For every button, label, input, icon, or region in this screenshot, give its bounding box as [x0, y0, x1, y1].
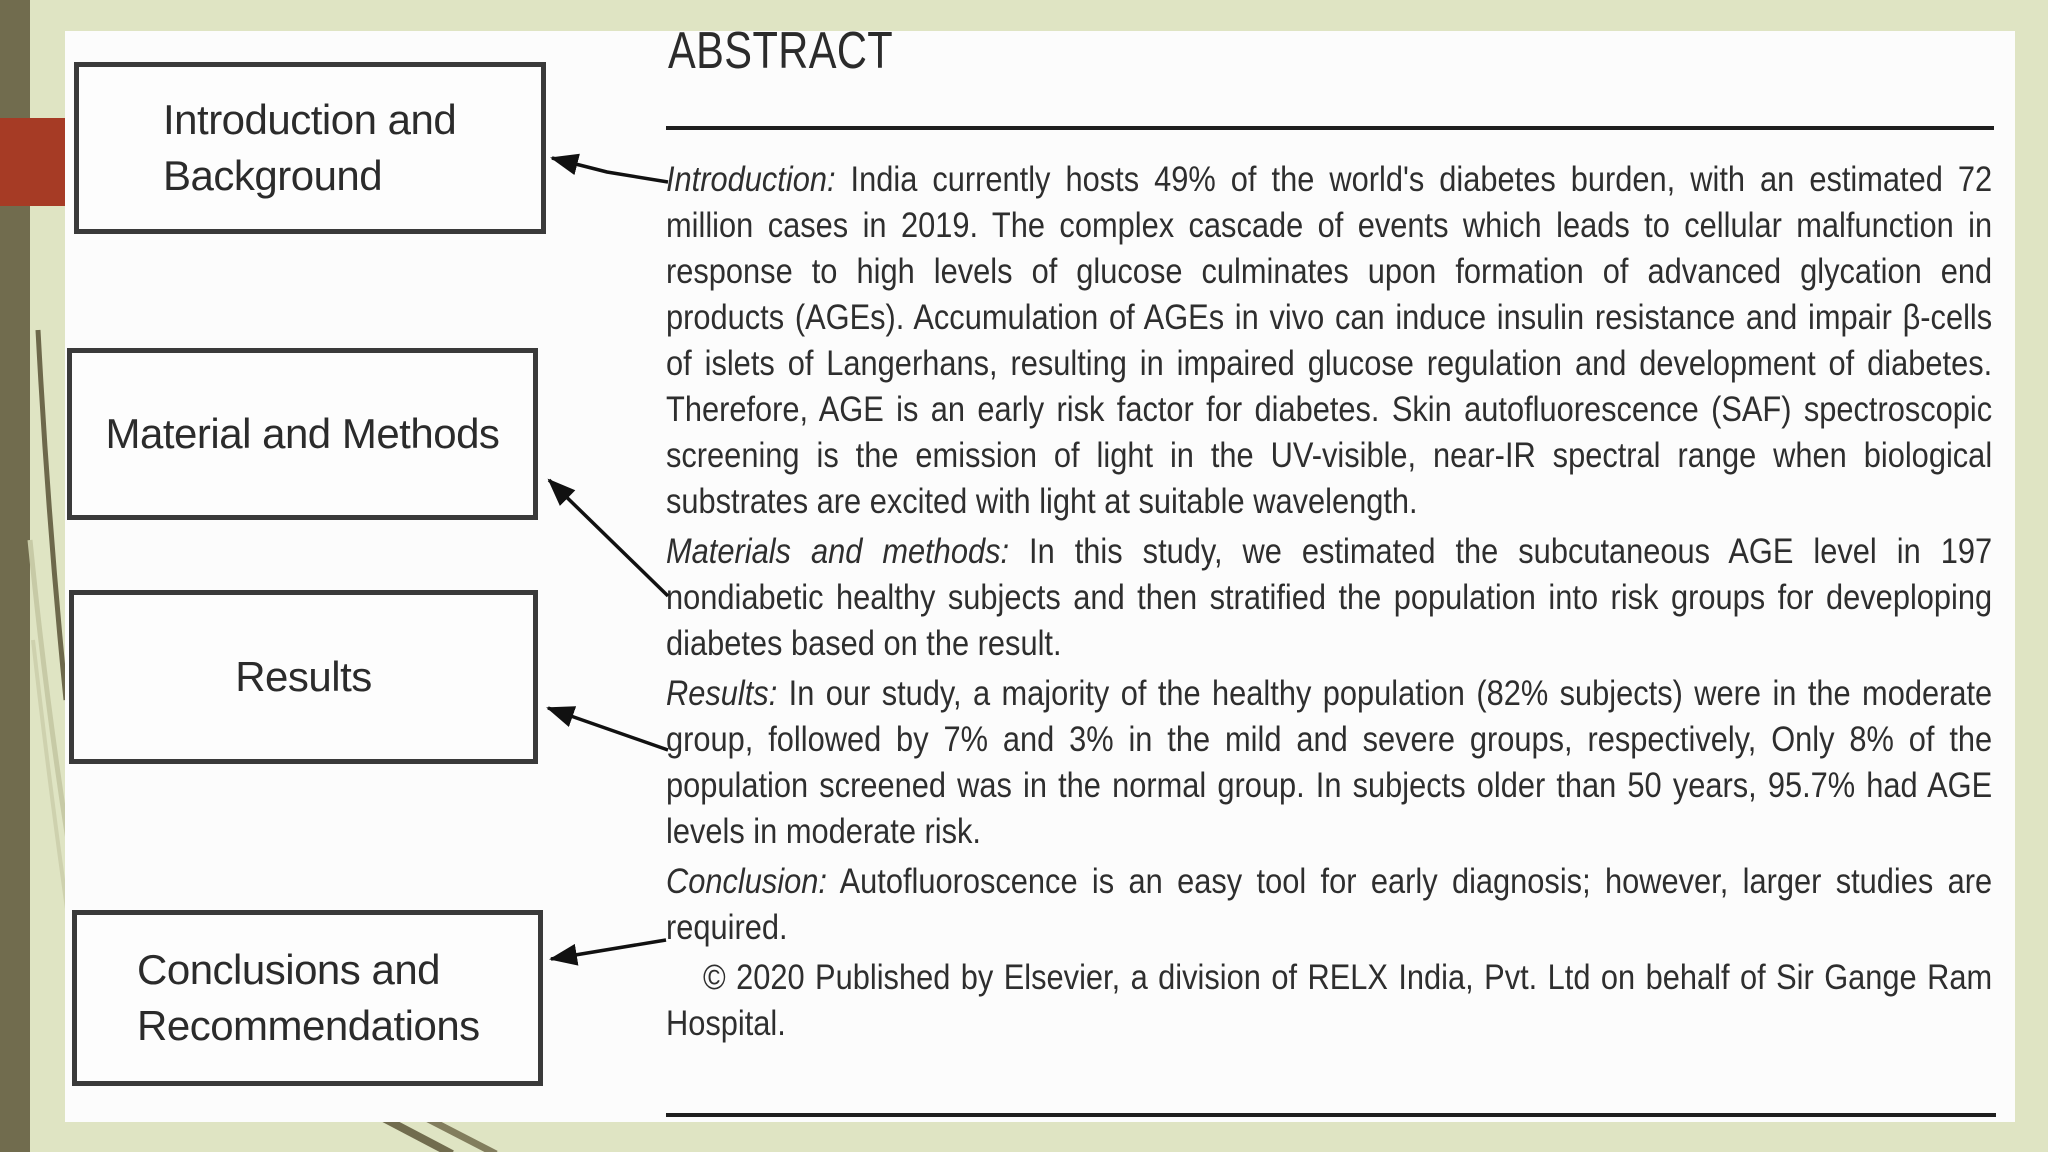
flow-box-conclusions: Conclusions and Recommendations — [72, 910, 543, 1086]
paragraph-conclusion: Conclusion: Autofluoroscence is an easy … — [666, 859, 1992, 951]
paragraph-body: In our study, a majority of the healthy … — [666, 674, 1993, 851]
abstract-text: Introduction: India currently hosts 49% … — [666, 157, 1992, 1047]
divider-bottom — [666, 1113, 1996, 1117]
paragraph-body: India currently hosts 49% of the world's… — [666, 160, 1993, 521]
flow-box-results: Results — [69, 590, 538, 764]
divider-top — [666, 126, 1994, 130]
flow-box-label: Results — [235, 653, 372, 700]
paragraph-lead: Materials and methods: — [666, 532, 1010, 571]
paragraph-lead: Results: — [666, 674, 778, 713]
copyright-line: © 2020 Published by Elsevier, a division… — [666, 958, 1993, 1043]
paragraph-lead: Conclusion: — [666, 862, 827, 901]
flow-box-label: Recommendations — [137, 1002, 480, 1049]
flow-box-label: Conclusions and — [137, 946, 441, 993]
paragraph-lead: Introduction: — [666, 160, 836, 199]
flow-box-label: Background — [163, 152, 383, 199]
paragraph-body: In this study, we estimated the subcutan… — [666, 532, 1993, 663]
paragraph-introduction: Introduction: India currently hosts 49% … — [666, 157, 1992, 525]
flow-box-label: Material and Methods — [105, 410, 500, 457]
paragraph-methods: Materials and methods: In this study, we… — [666, 529, 1992, 667]
abstract-heading: ABSTRACT — [668, 22, 894, 80]
flow-box-introduction: Introduction and Background — [74, 62, 546, 234]
paragraph-body: Autofluoroscence is an easy tool for ear… — [666, 862, 1993, 947]
paragraph-results: Results: In our study, a majority of the… — [666, 671, 1992, 855]
flow-box-methods: Material and Methods — [67, 348, 538, 520]
red-accent-block — [0, 118, 67, 206]
flow-box-label: Introduction and — [163, 96, 457, 143]
